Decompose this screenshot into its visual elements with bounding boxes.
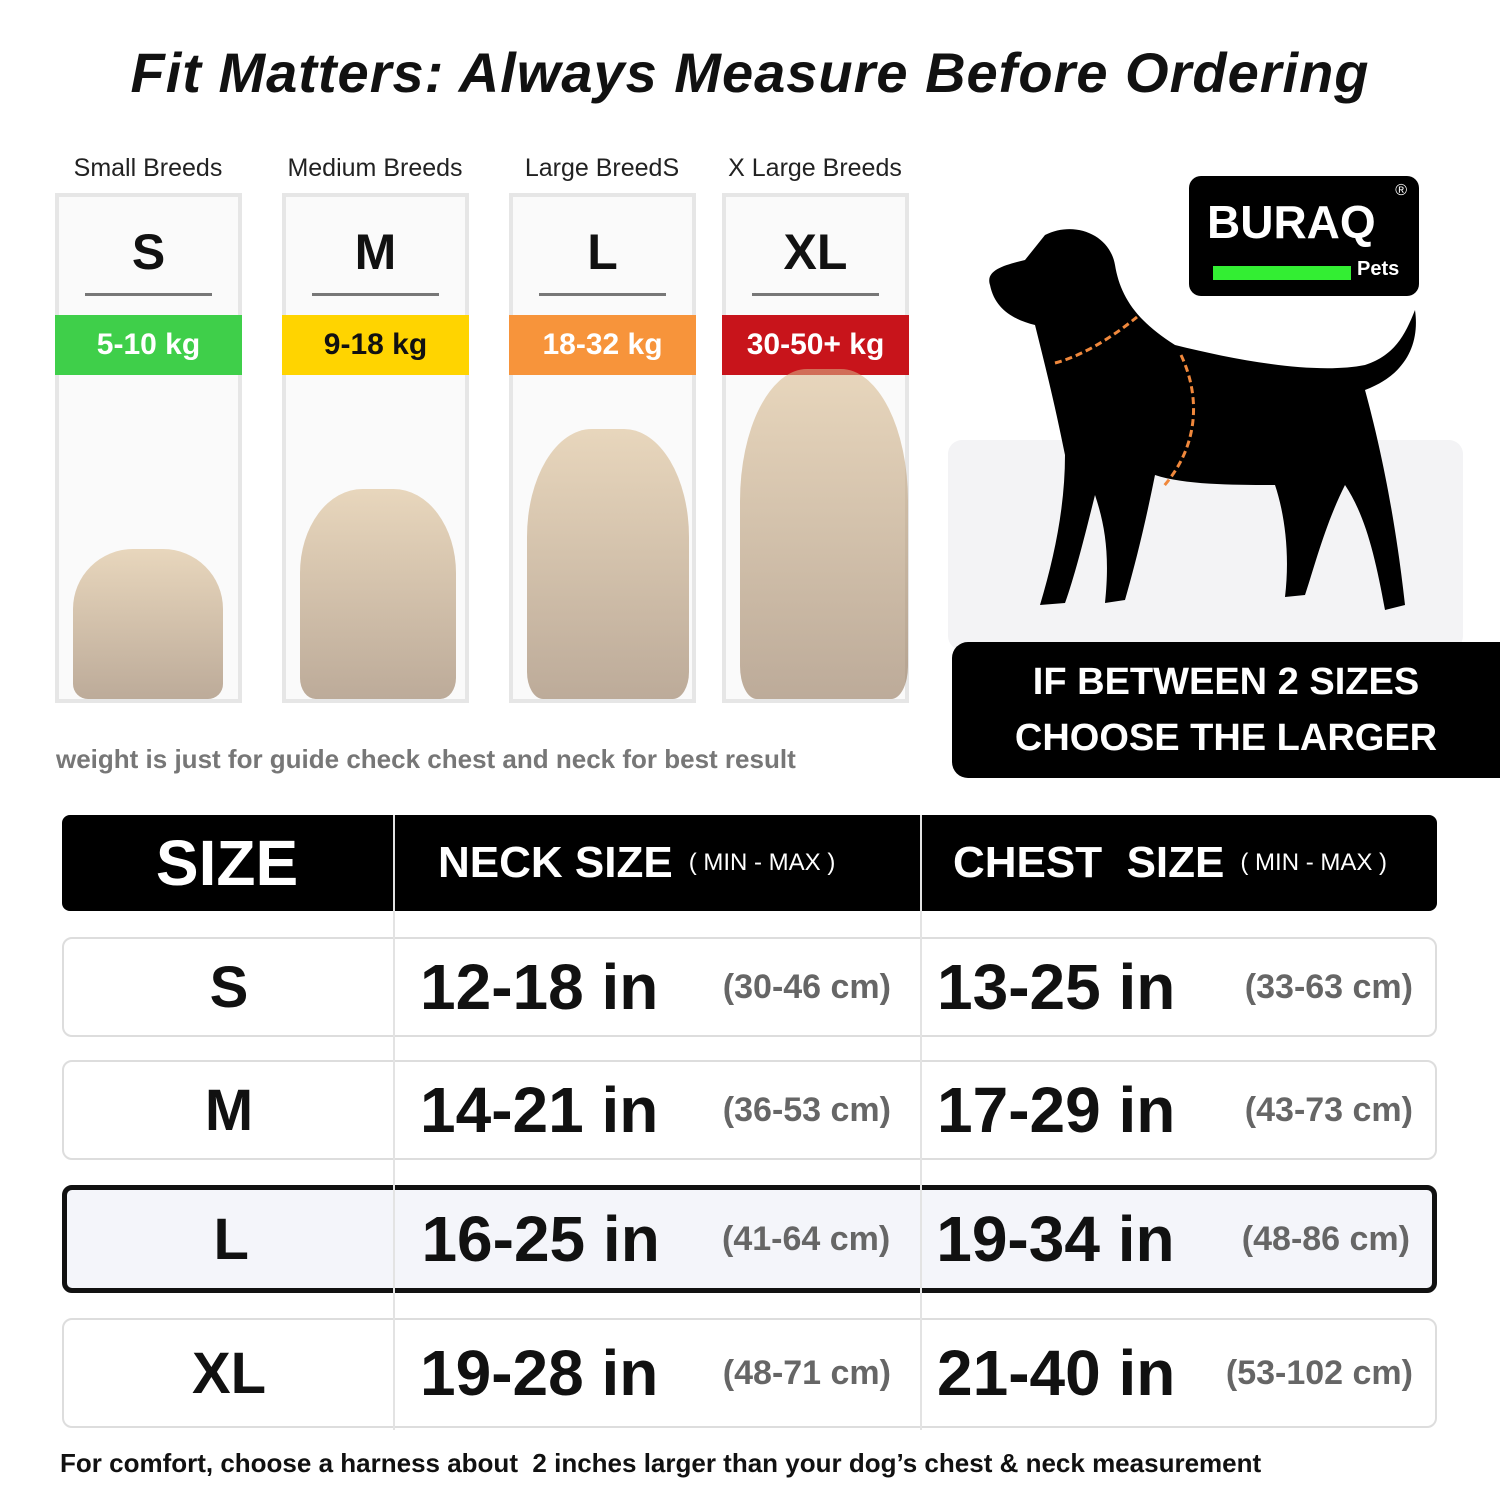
- weight-badge: 30-50+ kg: [722, 315, 909, 375]
- weight-badge: 18-32 kg: [509, 315, 696, 375]
- table-row: S 12-18 in (30-46 cm) 13-25 in (33-63 cm…: [62, 937, 1437, 1037]
- breed-category: Small Breeds: [73, 154, 223, 182]
- table-row: M 14-21 in (36-53 cm) 17-29 in (43-73 cm…: [62, 1060, 1437, 1160]
- table-header: SIZE NECK SIZE ( MIN - MAX ) CHEST SIZE …: [62, 815, 1437, 911]
- weight-badge: 9-18 kg: [282, 315, 469, 375]
- size-advice-banner: IF BETWEEN 2 SIZES CHOOSE THE LARGER: [952, 642, 1500, 778]
- header-neck-range: ( MIN - MAX ): [688, 849, 836, 876]
- brand-logo: BURAQ ® Pets: [1189, 176, 1419, 296]
- size-column-xl: XL 30-50+ kg: [722, 193, 909, 703]
- breed-category: Medium Breeds: [287, 154, 463, 182]
- weight-note: weight is just for guide check chest and…: [56, 744, 796, 774]
- dog-photo: [300, 489, 456, 699]
- size-column-l: L 18-32 kg: [509, 193, 696, 703]
- size-column-s: S 5-10 kg: [55, 193, 242, 703]
- dog-photo: [73, 549, 223, 699]
- header-size: SIZE: [155, 827, 299, 899]
- header-neck: NECK SIZE: [438, 838, 673, 887]
- breed-category: X Large Breeds: [728, 154, 902, 182]
- header-chest: CHEST SIZE: [953, 838, 1225, 887]
- size-column-m: M 9-18 kg: [282, 193, 469, 703]
- dog-silhouette-icon: [989, 229, 1416, 611]
- table-row: L 16-25 in (41-64 cm) 19-34 in (48-86 cm…: [62, 1185, 1437, 1293]
- breed-category: Large BreedS: [524, 154, 680, 182]
- page-title: Fit Matters: Always Measure Before Order…: [130, 41, 1370, 104]
- header-chest-range: ( MIN - MAX ): [1240, 849, 1388, 876]
- footer-note: For comfort, choose a harness about 2 in…: [60, 1448, 1262, 1478]
- table-row: XL 19-28 in (48-71 cm) 21-40 in (53-102 …: [62, 1318, 1437, 1428]
- dog-photo: [527, 429, 689, 699]
- dog-photo: [740, 369, 908, 699]
- weight-badge: 5-10 kg: [55, 315, 242, 375]
